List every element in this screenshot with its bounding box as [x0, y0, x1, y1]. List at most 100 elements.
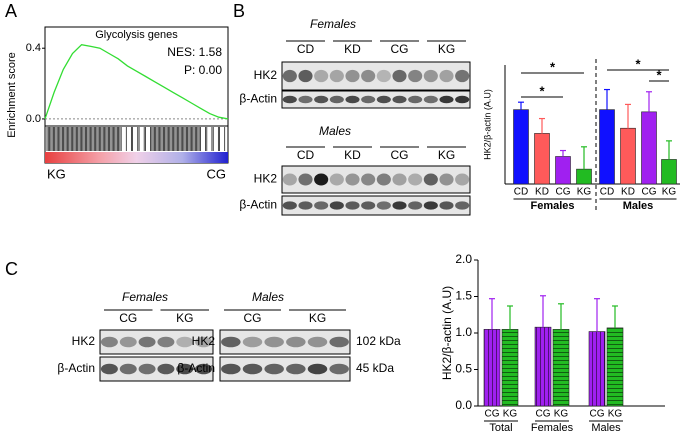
- bar: [534, 326, 552, 407]
- y-tick-label: 0.4: [26, 42, 41, 54]
- band: [100, 363, 118, 375]
- band: [345, 69, 360, 83]
- band: [264, 336, 284, 348]
- band: [195, 336, 213, 348]
- category-label: CG: [485, 409, 500, 420]
- band: [119, 363, 137, 375]
- category-label: KG: [503, 409, 518, 420]
- band: [138, 363, 156, 375]
- band: [376, 173, 391, 186]
- row-label: β-Actin: [177, 361, 215, 375]
- band: [282, 173, 297, 186]
- bar: [661, 159, 677, 185]
- group-label: Females: [531, 422, 574, 433]
- band: [138, 336, 156, 348]
- category-label: CG: [556, 187, 571, 198]
- row-label: HK2: [254, 68, 278, 82]
- y-tick-label: 0.0: [455, 398, 472, 412]
- lane-group-label: CD: [297, 148, 315, 162]
- band: [286, 363, 306, 375]
- row-label: HK2: [72, 334, 96, 348]
- band: [361, 201, 376, 210]
- bar: [576, 168, 592, 185]
- band: [282, 69, 297, 83]
- group-label: Males: [591, 422, 621, 433]
- lane-group-label: KG: [309, 311, 326, 325]
- band: [455, 201, 470, 210]
- band: [298, 201, 313, 210]
- band: [329, 69, 344, 83]
- band: [286, 336, 306, 348]
- category-label: KG: [554, 409, 569, 420]
- blot-strip: [99, 356, 214, 382]
- band: [408, 95, 423, 104]
- y-tick-label: 0.0: [26, 113, 41, 125]
- blot-strip: [219, 329, 351, 355]
- panel-label: A: [5, 1, 17, 21]
- band: [392, 173, 407, 186]
- rank-gradient: [45, 152, 228, 163]
- bar: [501, 329, 519, 407]
- blot-strip: [99, 329, 214, 355]
- band: [439, 201, 454, 210]
- band: [100, 336, 118, 348]
- y-axis-label: HK2/β-actin (A.U): [482, 89, 492, 160]
- band: [242, 363, 263, 375]
- blot-title: Males: [319, 124, 351, 138]
- y-tick-label: 1.0: [455, 325, 472, 339]
- band: [314, 201, 329, 210]
- category-label: CG: [642, 187, 657, 198]
- lane-group-label: CG: [391, 148, 409, 162]
- blot-strip: [219, 356, 351, 382]
- band: [376, 201, 391, 210]
- category-label: KD: [621, 187, 635, 198]
- y-axis-label: HK2/β-actin (A.U): [440, 286, 454, 380]
- band: [376, 95, 391, 104]
- band: [423, 69, 438, 83]
- band: [408, 173, 423, 186]
- band: [157, 336, 175, 348]
- band: [439, 173, 454, 186]
- bar: [552, 329, 570, 407]
- bar: [555, 156, 571, 185]
- significance-label: *: [539, 83, 545, 98]
- band: [298, 69, 313, 83]
- blot-title: Females: [122, 290, 168, 304]
- significance-label: *: [550, 59, 556, 74]
- band: [408, 201, 423, 210]
- lane-group-label: KG: [438, 148, 455, 162]
- band: [329, 363, 349, 375]
- annotation: P: 0.00: [184, 63, 222, 77]
- band: [423, 173, 438, 186]
- blot-title: Females: [310, 17, 356, 31]
- band: [392, 95, 407, 104]
- bar: [620, 127, 636, 185]
- band: [119, 336, 137, 348]
- y-tick-label: 0.5: [455, 362, 472, 376]
- band: [195, 363, 213, 375]
- x-end-label: KG: [47, 166, 66, 181]
- band: [314, 95, 329, 104]
- row-label: HK2: [192, 334, 216, 348]
- band: [307, 363, 328, 375]
- bar: [606, 327, 624, 407]
- category-label: CG: [590, 409, 605, 420]
- band: [264, 363, 284, 375]
- band: [329, 95, 344, 104]
- band: [329, 201, 344, 210]
- es-line: [44, 43, 229, 120]
- band: [361, 95, 376, 104]
- band: [423, 95, 438, 104]
- band: [361, 173, 376, 186]
- band: [314, 173, 329, 186]
- significance-label: *: [656, 67, 662, 82]
- blot-title: Males: [252, 290, 284, 304]
- y-axis-label: Enrichment score: [6, 52, 18, 138]
- category-label: CD: [514, 187, 528, 198]
- y-tick-label: 1.5: [455, 289, 472, 303]
- y-tick-label: 2.0: [455, 252, 472, 266]
- group-label: Males: [623, 200, 654, 212]
- band: [455, 173, 470, 186]
- band: [392, 69, 407, 83]
